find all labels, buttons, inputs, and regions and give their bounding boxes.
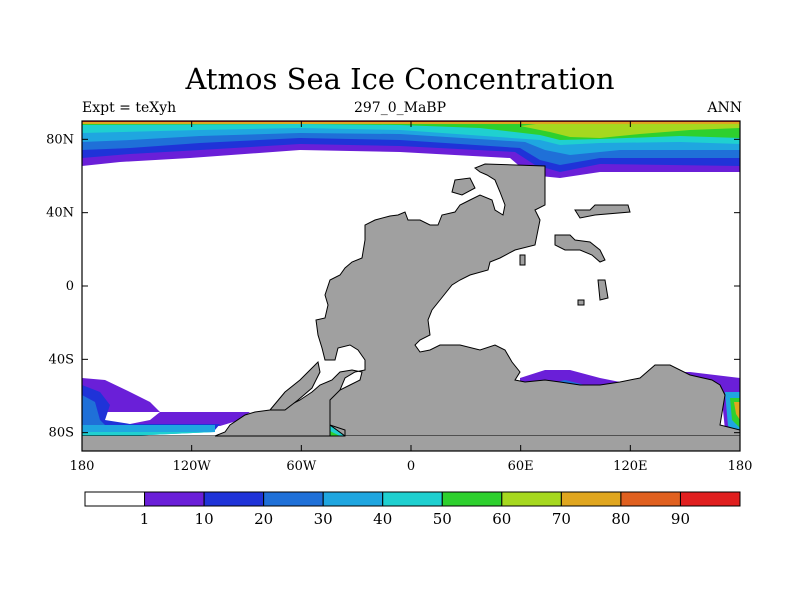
colorbar-swatch [620, 491, 681, 507]
colorbar-label: 30 [314, 510, 333, 528]
island-east-3 [597, 279, 609, 301]
colorbar-swatch [382, 491, 443, 507]
island-northeast [451, 177, 476, 196]
colorbar-swatch [441, 491, 503, 507]
map-title: Atmos Sea Ice Concentration [185, 62, 615, 96]
colorbar-swatch [84, 491, 146, 507]
latitude-axis: 80N 40N 0 40S 80S [46, 132, 740, 441]
island-central [519, 254, 526, 266]
colorbar-swatch [679, 491, 741, 507]
lon-tick-label: 180 [728, 459, 753, 474]
colorbar-label: 10 [195, 510, 214, 528]
island-east-2 [554, 234, 606, 263]
arctic-ice [82, 121, 740, 178]
lon-tick-label: 60E [508, 459, 534, 474]
lon-tick-label: 120E [613, 459, 647, 474]
colorbar: 1 10 20 30 40 50 60 70 80 90 [84, 491, 741, 528]
lat-tick-label: 40S [49, 352, 74, 367]
lon-tick-label: 120W [173, 459, 212, 474]
season-label: ANN [707, 100, 742, 116]
lon-tick-label: 60W [286, 459, 317, 474]
colorbar-swatch [203, 491, 265, 507]
colorbar-label: 70 [552, 510, 571, 528]
colorbar-swatch [263, 491, 324, 507]
lon-tick-label: 180 [70, 459, 95, 474]
lon-tick-label: 0 [407, 459, 415, 474]
colorbar-swatch [501, 491, 562, 507]
time-label: 297_0_MaBP [353, 100, 447, 116]
colorbar-label: 90 [671, 510, 690, 528]
colorbar-label: 50 [433, 510, 452, 528]
peninsula-west [268, 360, 321, 411]
colorbar-label: 20 [254, 510, 273, 528]
pangaea-landmass [82, 163, 740, 451]
colorbar-swatch [144, 491, 205, 507]
colorbar-swatch [322, 491, 384, 507]
colorbar-label: 80 [611, 510, 630, 528]
longitude-axis: 180 120W 60W 0 60E 120E 180 [70, 121, 753, 474]
colorbar-label: 1 [140, 510, 150, 528]
colorbar-swatch [560, 491, 622, 507]
lat-tick-label: 40N [46, 206, 74, 221]
plot-area [82, 121, 740, 451]
lat-tick-label: 80N [46, 132, 74, 147]
island-east-4 [577, 299, 585, 306]
lat-tick-label: 0 [66, 279, 74, 294]
land-masses [82, 163, 740, 451]
colorbar-label: 40 [373, 510, 392, 528]
antarctic-coast [215, 424, 346, 437]
island-east-1 [574, 204, 631, 219]
colorbar-label: 60 [492, 510, 511, 528]
experiment-label: Expt = teXyh [82, 100, 177, 116]
antarctica-fill [82, 436, 740, 451]
lat-tick-label: 80S [49, 426, 74, 441]
